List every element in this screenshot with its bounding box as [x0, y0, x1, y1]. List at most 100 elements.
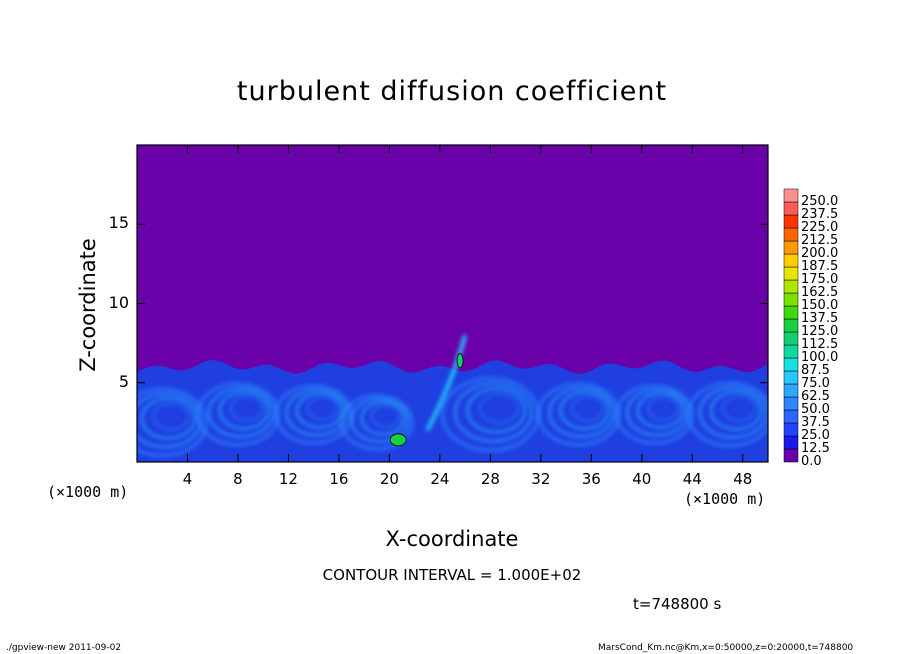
- colorbar-cell-16: [783, 240, 799, 255]
- x-tick-label-4: 4: [182, 470, 193, 488]
- high-value-region-2: [456, 353, 464, 368]
- colorbar-cell-12: [783, 292, 799, 307]
- x-tick-label-44: 44: [682, 470, 702, 488]
- eddy-6-ring-3: [647, 396, 680, 421]
- colorbar-label-187.5: 187.5: [801, 259, 839, 274]
- colorbar-cell-14: [783, 266, 799, 281]
- x-tick-label-40: 40: [632, 470, 652, 488]
- colorbar-cell-1: [783, 435, 799, 450]
- eddy-0-ring-2: [140, 397, 196, 440]
- colorbar-label-125.0: 125.0: [801, 324, 839, 339]
- colorbar-cell-18: [783, 214, 799, 229]
- colorbar-label-50.0: 50.0: [801, 402, 830, 417]
- eddy-7-ring-0: [687, 381, 768, 448]
- eddy-2-ring-1: [285, 388, 349, 437]
- y-tick-label-5: 5: [118, 371, 129, 391]
- eddy-7-ring-3: [721, 395, 757, 422]
- eddy-6-ring-2: [636, 392, 685, 429]
- eddy-1-ring-1: [207, 386, 275, 438]
- eddy-5-ring-2: [559, 391, 610, 430]
- convective-plume: [425, 334, 468, 432]
- x-tick-label-12: 12: [278, 470, 298, 488]
- colorbar-cell-15: [783, 253, 799, 268]
- x-axis-label: X-coordinate: [385, 527, 519, 551]
- colorbar-label-62.5: 62.5: [801, 389, 830, 404]
- mixed-layer: [137, 360, 768, 462]
- colorbar-cell-7: [783, 357, 799, 372]
- x-tick-label-16: 16: [329, 470, 349, 488]
- colorbar-cell-3: [783, 409, 799, 424]
- footer-right: MarsCond_Km.nc@Km,x=0:50000,z=0:20000,t=…: [598, 643, 854, 653]
- colorbar-cell-11: [783, 305, 799, 320]
- colorbar-cell-0: [783, 448, 799, 463]
- x-tick-label-48: 48: [733, 470, 753, 488]
- colorbar-label-225.0: 225.0: [801, 220, 839, 235]
- colorbar-label-237.5: 237.5: [801, 207, 839, 222]
- eddy-7-ring-1: [698, 386, 768, 439]
- colorbar-cell-17: [783, 227, 799, 242]
- chart-title: turbulent diffusion coefficient: [236, 76, 668, 107]
- footer-left: ./gpview-new 2011-09-02: [6, 643, 122, 653]
- turbulent-layer: [137, 334, 768, 462]
- high-value-region-1: [389, 433, 407, 447]
- eddy-0-ring-0: [137, 387, 208, 457]
- colorbar-label-75.0: 75.0: [801, 376, 830, 391]
- colorbar-label-87.5: 87.5: [801, 363, 830, 378]
- x-tick-label-20: 20: [379, 470, 399, 488]
- eddy-2-ring-2: [295, 392, 344, 429]
- eddy-2-ring-0: [274, 384, 354, 445]
- colorbar-label-100.0: 100.0: [801, 350, 839, 365]
- eddy-3-ring-2: [360, 401, 405, 436]
- colorbar-cell-6: [783, 370, 799, 385]
- colorbar-label-150.0: 150.0: [801, 298, 839, 313]
- colorbar-label-250.0: 250.0: [801, 194, 839, 209]
- x-unit-label-left: (×1000 m): [47, 483, 129, 501]
- x-tick-label-28: 28: [480, 470, 500, 488]
- eddy-1-ring-0: [196, 382, 280, 447]
- colorbar-label-137.5: 137.5: [801, 311, 839, 326]
- eddy-4-ring-0: [440, 376, 540, 452]
- x-unit-label-right: (×1000 m): [684, 490, 766, 508]
- x-tick-label-36: 36: [581, 470, 601, 488]
- x-tick-label-24: 24: [430, 470, 450, 488]
- eddy-6-ring-0: [615, 384, 694, 445]
- x-tick-label-8: 8: [233, 470, 243, 488]
- eddy-5-ring-3: [570, 395, 605, 422]
- plot-background: [137, 145, 768, 462]
- time-label: t=748800 s: [633, 595, 722, 613]
- colorbar-cell-20: [783, 188, 799, 203]
- y-tick-label-15: 15: [108, 213, 129, 233]
- eddy-1-ring-2: [218, 391, 270, 430]
- colorbar-cell-8: [783, 344, 799, 359]
- eddy-3-ring-3: [370, 405, 401, 428]
- eddy-7-ring-2: [710, 390, 763, 431]
- contour-interval-text: CONTOUR INTERVAL = 1.000E+02: [322, 566, 582, 584]
- eddy-4-ring-1: [453, 382, 533, 443]
- y-tick-label-10: 10: [108, 292, 129, 312]
- colorbar-label-200.0: 200.0: [801, 246, 839, 261]
- colorbar-cell-13: [783, 279, 799, 294]
- colorbar-cell-2: [783, 422, 799, 437]
- colorbar-label-212.5: 212.5: [801, 233, 839, 248]
- x-tick-label-32: 32: [531, 470, 551, 488]
- plot-frame: [136, 144, 769, 463]
- colorbar-cell-5: [783, 383, 799, 398]
- colorbar-cell-4: [783, 396, 799, 411]
- eddy-2-ring-3: [306, 396, 339, 421]
- eddy-0-ring-1: [137, 392, 202, 449]
- eddy-5-ring-1: [548, 386, 616, 438]
- colorbar-label-175.0: 175.0: [801, 272, 839, 287]
- colorbar-label-25.0: 25.0: [801, 428, 830, 443]
- eddy-4-ring-2: [466, 387, 527, 434]
- colorbar-label-12.5: 12.5: [801, 441, 830, 456]
- colorbar-label-0.0: 0.0: [801, 454, 822, 469]
- eddy-3-ring-1: [350, 397, 410, 443]
- eddy-1-ring-3: [230, 395, 264, 422]
- colorbar-cell-9: [783, 331, 799, 346]
- colorbar-cell-19: [783, 201, 799, 216]
- eddy-4-ring-3: [479, 393, 520, 424]
- colorbar-label-162.5: 162.5: [801, 285, 839, 300]
- eddy-6-ring-1: [625, 388, 689, 437]
- eddy-3-ring-0: [339, 394, 414, 451]
- eddy-0-ring-3: [152, 402, 190, 431]
